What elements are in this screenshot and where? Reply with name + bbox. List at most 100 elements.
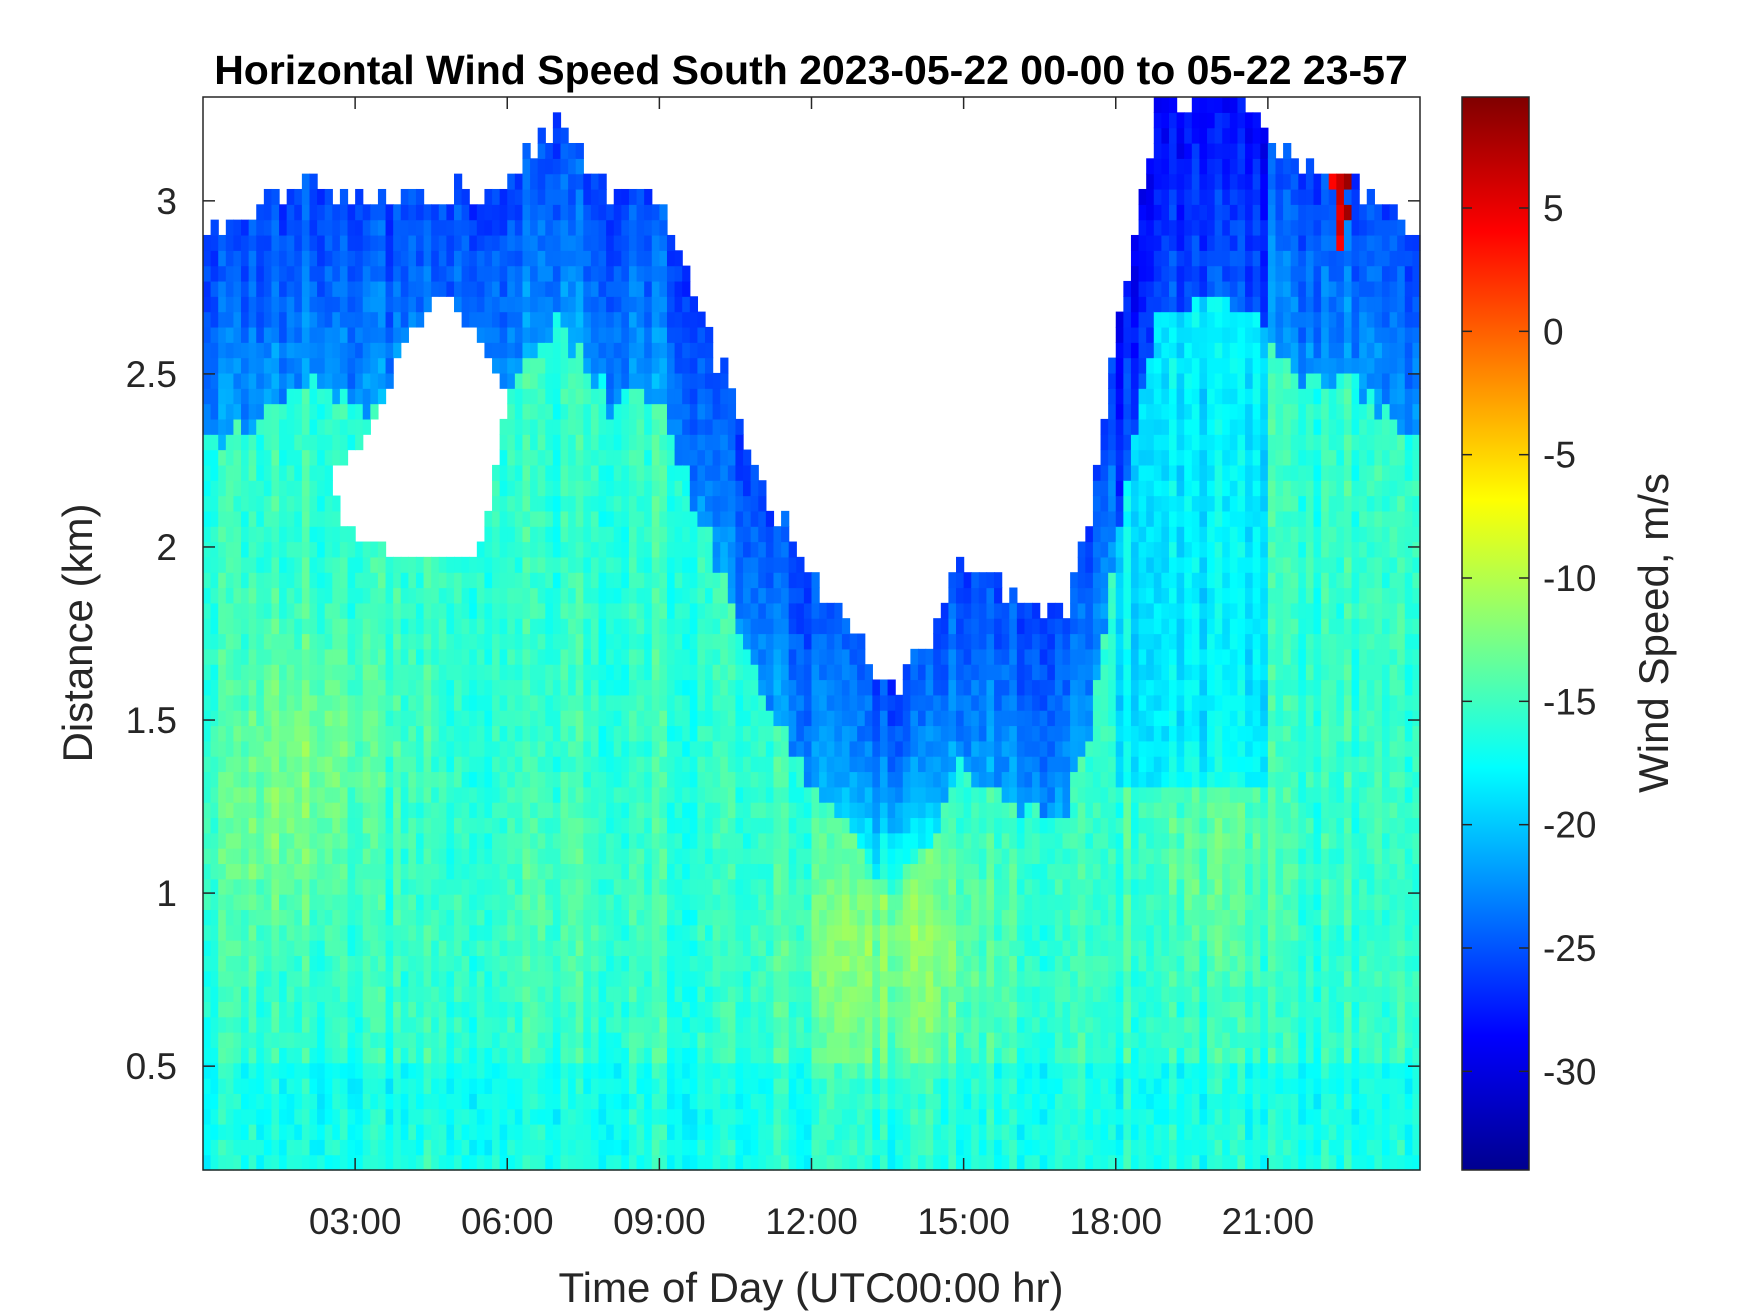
heatmap-cell — [781, 541, 790, 558]
heatmap-cell — [849, 648, 858, 665]
heatmap-cell — [400, 1062, 409, 1079]
heatmap-cell — [590, 740, 600, 757]
heatmap-cell — [492, 679, 501, 696]
heatmap-cell — [819, 848, 828, 865]
heatmap-cell — [522, 940, 531, 956]
heatmap-cell — [324, 449, 333, 466]
heatmap-cell — [309, 694, 318, 711]
heatmap-cell — [499, 296, 508, 313]
heatmap-cells — [203, 97, 1421, 1171]
heatmap-cell — [415, 679, 425, 696]
heatmap-cell — [537, 633, 546, 650]
heatmap-cell — [415, 1108, 425, 1125]
heatmap-cell — [796, 725, 805, 742]
heatmap-cell — [765, 909, 775, 926]
heatmap-cell — [301, 817, 311, 834]
heatmap-cell — [507, 372, 516, 389]
heatmap-cell — [651, 1139, 660, 1156]
heatmap-cell — [248, 296, 257, 313]
heatmap-cell — [324, 250, 333, 267]
heatmap-cell — [712, 602, 721, 619]
heatmap-cell — [469, 1062, 478, 1079]
heatmap-cell — [301, 710, 311, 727]
heatmap-cell — [568, 449, 577, 466]
heatmap-cell — [765, 740, 775, 757]
heatmap-cell — [560, 1108, 569, 1125]
heatmap-cell — [849, 909, 858, 926]
heatmap-cell — [507, 449, 516, 466]
heatmap-cell — [568, 342, 577, 359]
heatmap-cell — [545, 342, 554, 359]
heatmap-cell — [218, 863, 227, 880]
heatmap-cell — [879, 1139, 889, 1156]
heatmap-cell — [286, 1154, 295, 1171]
heatmap-cell — [301, 449, 311, 466]
heatmap-cell — [758, 771, 767, 788]
heatmap-cell — [385, 1108, 394, 1125]
heatmap-cell — [606, 894, 615, 911]
heatmap-cell — [286, 541, 295, 558]
heatmap-cell — [332, 1078, 341, 1094]
heatmap-cell — [628, 464, 638, 481]
heatmap-cell — [454, 219, 463, 236]
heatmap-cell — [461, 970, 470, 987]
heatmap-cell — [431, 1047, 440, 1064]
heatmap-cell — [271, 1047, 280, 1064]
heatmap-cell — [819, 771, 828, 788]
heatmap-cell — [377, 694, 387, 711]
heatmap-cell — [279, 924, 288, 941]
heatmap-cell — [659, 1001, 668, 1018]
heatmap-cell — [507, 1154, 516, 1171]
heatmap-cell — [362, 1016, 371, 1033]
heatmap-cell — [674, 633, 683, 650]
heatmap-cell — [583, 909, 592, 926]
heatmap-cell — [621, 694, 630, 711]
heatmap-cell — [286, 1047, 295, 1064]
heatmap-cell — [484, 970, 493, 987]
heatmap-cell — [461, 618, 470, 635]
heatmap-cell — [872, 1047, 881, 1064]
heatmap-cell — [727, 694, 737, 711]
heatmap-cell — [446, 986, 455, 1002]
heatmap-cell — [583, 480, 592, 497]
heatmap-cell — [415, 311, 425, 328]
heatmap-cell — [568, 158, 577, 175]
heatmap-cell — [758, 756, 767, 773]
heatmap-cell — [522, 280, 531, 297]
heatmap-cell — [697, 342, 706, 359]
heatmap-cell — [666, 326, 676, 343]
heatmap-cell — [408, 802, 417, 819]
heatmap-cell — [279, 618, 288, 635]
heatmap-cell — [583, 970, 592, 987]
heatmap-cell — [651, 1016, 660, 1033]
heatmap-cell — [682, 1093, 691, 1110]
heatmap-cell — [522, 694, 531, 711]
heatmap-cell — [233, 434, 242, 451]
heatmap-cell — [659, 664, 668, 681]
heatmap-cell — [765, 572, 775, 589]
heatmap-cell — [803, 1032, 813, 1048]
heatmap-cell — [644, 1001, 653, 1018]
heatmap-cell — [522, 449, 531, 466]
heatmap-cell — [575, 250, 584, 267]
heatmap-cell — [697, 694, 706, 711]
heatmap-cell — [606, 863, 615, 880]
heatmap-cell — [628, 541, 638, 558]
heatmap-cell — [530, 1001, 539, 1018]
heatmap-cell — [773, 894, 782, 911]
heatmap-cell — [872, 725, 881, 742]
heatmap-cell — [887, 1062, 896, 1079]
heatmap-cell — [644, 372, 653, 389]
heatmap-cell — [294, 510, 303, 527]
heatmap-cell — [225, 817, 235, 834]
heatmap-cell — [362, 250, 371, 267]
heatmap-cell — [666, 464, 676, 481]
heatmap-cell — [841, 909, 851, 926]
heatmap-cell — [530, 173, 539, 190]
heatmap-cell — [781, 526, 790, 543]
heatmap-cell — [241, 771, 250, 788]
heatmap-cell — [309, 541, 318, 558]
heatmap-cell — [621, 1032, 630, 1048]
heatmap-cell — [514, 480, 524, 497]
heatmap-cell — [355, 1108, 364, 1125]
